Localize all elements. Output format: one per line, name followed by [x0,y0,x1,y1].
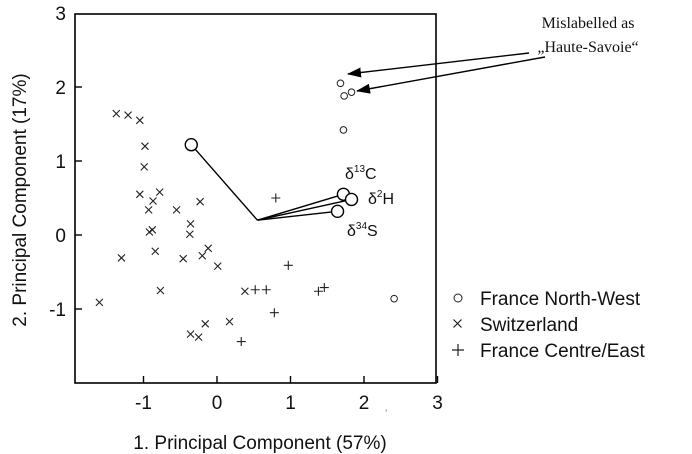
y-axis-label: 2. Principal Component (17%) [10,73,31,326]
point-switzerland [198,251,207,260]
svg-text:δ34S: δ34S [347,221,378,240]
point-switzerland [149,197,157,205]
point-switzerland [144,205,153,214]
y-tick-label: 3 [55,4,66,25]
x-tick-label: 2 [359,393,370,414]
loading-vectors [184,138,359,221]
legend-label-france-centre-east: France Centre/East [480,341,645,362]
legend-item-france-centre-east: France Centre/East [452,341,645,362]
loading-label-d2h: δ2H [368,189,394,208]
point-france-north-west [336,79,345,88]
legend-label-france-north-west: France North-West [480,289,641,310]
y-tick-label: 0 [55,226,66,247]
point-switzerland [172,205,181,214]
point-switzerland [241,287,249,296]
annotation-line-2: „Haute-Savoie“ [537,39,638,56]
point-switzerland [185,230,194,239]
legend-item-france-north-west: France North-West [453,289,641,310]
point-france-north-west [340,92,348,100]
point-switzerland [225,317,234,326]
legend: France North-West Switzerland France Cen… [452,289,645,362]
x-tick-label: 0 [212,393,223,414]
loading-line-34s [257,210,338,221]
loading-endpoint-34s [330,204,345,219]
legend-item-switzerland: Switzerland [453,315,578,336]
annotation-line-1: Mislabelled as [542,15,635,32]
loading-line-unlabeled [190,144,258,221]
point-switzerland [204,244,213,253]
point-switzerland [151,247,160,256]
x-axis-label: 1. Principal Component (57%) [133,433,386,454]
legend-label-switzerland: Switzerland [480,315,578,336]
point-switzerland [135,190,144,199]
point-switzerland [186,220,195,228]
x-axis-ticks: -1 0 1 2 3 [135,376,443,414]
loading-line-2h [257,198,352,221]
point-france-north-west [347,88,356,96]
point-france-centre-east [283,260,293,270]
loading-endpoint-2h [344,192,359,207]
loading-endpoint-unlabeled [184,138,198,152]
point-france-north-west [339,126,348,134]
point-switzerland [95,298,104,307]
loading-line-13c [257,193,344,221]
point-france-centre-east [269,308,279,318]
point-switzerland [194,333,203,342]
svg-text:δ13C: δ13C [345,164,377,183]
plot-area [74,13,437,384]
mislabel-annotation: Mislabelled as „Haute-Savoie“ [347,15,639,94]
plus-marker-icon [452,344,464,356]
point-france-north-west [390,294,398,303]
point-switzerland [155,188,164,196]
x-tick-label: -1 [135,393,152,414]
point-switzerland [186,330,195,339]
svg-text:δ2H: δ2H [368,189,394,208]
point-switzerland [112,109,121,118]
point-switzerland [135,116,144,125]
point-france-centre-east [250,285,260,295]
point-switzerland [140,163,149,171]
y-tick-label: -1 [49,300,66,321]
y-tick-label: 2 [55,78,66,99]
y-axis-ticks: 3 2 1 0 -1 [49,4,82,321]
point-france-centre-east [261,285,271,295]
x-tick-label: 3 [432,393,443,414]
point-switzerland [179,254,188,263]
stray-mark: ʼ [385,409,387,420]
point-switzerland [141,142,149,151]
point-france-centre-east [271,193,281,203]
loading-label-d34s: δ34S [347,221,378,240]
point-switzerland [124,111,132,120]
point-switzerland [196,197,204,206]
point-france-centre-east [319,283,329,293]
y-tick-label: 1 [55,152,66,173]
point-switzerland [201,319,210,328]
annotation-arrow-1 [347,52,530,78]
point-france-centre-east [313,286,323,296]
data-points [95,79,398,347]
circle-marker-icon [453,293,463,303]
x-tick-label: 1 [285,393,296,414]
point-switzerland [145,228,154,236]
x-marker-icon [453,319,462,328]
point-france-centre-east [236,337,246,347]
loading-label-d13c: δ13C [345,164,377,183]
point-switzerland [117,254,126,262]
annotation-arrow-2 [356,56,546,94]
point-switzerland [213,262,222,270]
point-switzerland [156,286,165,295]
